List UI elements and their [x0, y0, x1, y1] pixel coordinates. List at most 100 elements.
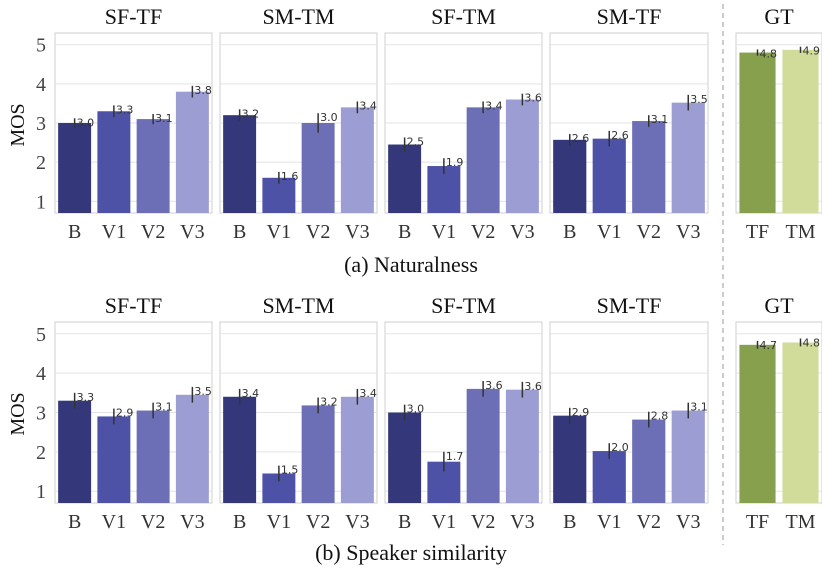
value-label: 3.0 — [320, 111, 338, 124]
value-label: 3.3 — [77, 391, 95, 404]
bar-v1 — [97, 416, 131, 503]
value-label: 2.6 — [572, 132, 590, 145]
value-label: 2.6 — [611, 129, 629, 142]
x-tick-label: B — [398, 221, 411, 243]
x-tick-label: V3 — [180, 221, 204, 243]
panel-sm-tm: SM-TM 3.2 B 1.6 V1 3.0 V2 3.4 V3 — [219, 4, 378, 243]
y-tick-label: 4 — [36, 363, 46, 385]
bar-v3 — [175, 91, 209, 213]
value-label: 2.9 — [116, 407, 134, 420]
x-tick-label: TM — [786, 221, 816, 243]
x-tick-label: TF — [746, 511, 769, 533]
value-label: 3.0 — [407, 403, 425, 416]
x-tick-label: B — [563, 221, 576, 243]
panel-gt: GT 4.7 TF 4.8 TM — [735, 293, 822, 533]
value-label: 3.8 — [194, 84, 212, 97]
panel-title: SF-TM — [431, 293, 496, 318]
y-tick-label: 2 — [36, 442, 46, 464]
value-label: 3.1 — [155, 112, 173, 125]
panel-sf-tf: SF-TF 3.3 B 2.9 V1 3.1 V2 3.5 V3 — [54, 293, 213, 533]
value-label: 2.5 — [407, 135, 425, 148]
naturalness-caption: (a) Naturalness — [344, 252, 478, 277]
x-tick-label: V2 — [141, 511, 165, 533]
value-label: 4.9 — [803, 45, 821, 58]
value-label: 3.0 — [77, 116, 95, 129]
panel-title: SF-TF — [105, 4, 162, 29]
value-label: 4.7 — [760, 339, 778, 352]
value-label: 3.3 — [116, 103, 134, 116]
bar-v2 — [301, 405, 335, 503]
value-label: 3.1 — [155, 401, 173, 414]
panel-sf-tf: SF-TF 3.0 B 3.3 V1 3.1 V2 3.8 V3 — [54, 4, 213, 243]
x-tick-label: V1 — [432, 221, 456, 243]
value-label: 3.5 — [194, 385, 212, 398]
bar-v3 — [505, 99, 539, 213]
x-tick-label: V3 — [510, 221, 534, 243]
x-tick-label: V3 — [510, 511, 534, 533]
x-tick-label: V1 — [432, 511, 456, 533]
naturalness-y-axis-label: MOS — [7, 103, 29, 146]
value-label: 2.9 — [572, 406, 590, 419]
panel-title: GT — [764, 4, 794, 29]
bar-v2 — [466, 107, 500, 213]
panel-title: SM-TF — [597, 293, 662, 318]
x-tick-label: V1 — [597, 221, 621, 243]
x-tick-label: V3 — [676, 511, 700, 533]
speaker-similarity-row: MOS (b) Speaker similarity 1 2 3 4 5 SF-TF 3.3… — [7, 293, 822, 565]
bar-v3 — [340, 107, 374, 213]
speaker-similarity-caption: (b) Speaker similarity — [315, 540, 507, 565]
y-tick-label: 5 — [36, 35, 46, 57]
bar-b — [388, 144, 422, 213]
x-tick-label: V3 — [676, 221, 700, 243]
x-tick-label: B — [398, 511, 411, 533]
value-label: 2.0 — [611, 441, 629, 454]
panel-title: SM-TM — [262, 293, 334, 318]
x-tick-label: V1 — [102, 511, 126, 533]
value-label: 3.4 — [359, 387, 377, 400]
x-tick-label: B — [68, 221, 81, 243]
value-label: 3.5 — [690, 93, 708, 106]
panel-title: SM-TM — [262, 4, 334, 29]
x-tick-label: B — [233, 511, 246, 533]
bar-v2 — [466, 388, 500, 503]
bar-v3 — [671, 102, 705, 213]
bar-b — [553, 415, 587, 503]
bar-v1 — [592, 451, 626, 503]
panel-title: GT — [764, 293, 794, 318]
value-label: 3.1 — [690, 401, 708, 414]
bar-tf — [739, 344, 776, 503]
y-tick-label: 4 — [36, 74, 46, 96]
y-tick-label: 2 — [36, 152, 46, 174]
y-tick-label: 3 — [36, 113, 46, 135]
value-label: 3.6 — [524, 92, 542, 105]
value-label: 1.7 — [446, 450, 464, 463]
x-tick-label: V1 — [597, 511, 621, 533]
panel-title: SM-TF — [597, 4, 662, 29]
panel-sm-tm: SM-TM 3.4 B 1.5 V1 3.2 V2 3.4 V3 — [219, 293, 378, 533]
bar-b — [223, 396, 257, 503]
value-label: 3.6 — [485, 379, 503, 392]
bar-b — [58, 123, 92, 213]
value-label: 1.5 — [281, 464, 299, 477]
x-tick-label: TF — [746, 221, 769, 243]
x-tick-label: V3 — [345, 221, 369, 243]
panel-sf-tm: SF-TM 3.0 B 1.7 V1 3.6 V2 3.6 V3 — [384, 293, 543, 533]
bar-v1 — [97, 111, 131, 213]
value-label: 4.8 — [803, 337, 821, 350]
speaker-similarity-y-axis-label: MOS — [7, 392, 29, 435]
x-tick-label: V2 — [306, 221, 330, 243]
bar-b — [553, 139, 587, 213]
bar-b — [58, 400, 92, 503]
panel-title: SF-TF — [105, 293, 162, 318]
value-label: 3.1 — [651, 113, 669, 126]
x-tick-label: V3 — [180, 511, 204, 533]
bar-v2 — [632, 419, 666, 503]
panel-sm-tf: SM-TF 2.6 B 2.6 V1 3.1 V2 3.5 V3 — [549, 4, 709, 243]
bar-v3 — [505, 389, 539, 503]
x-tick-label: V3 — [345, 511, 369, 533]
x-tick-label: V1 — [267, 221, 291, 243]
x-tick-label: V2 — [141, 221, 165, 243]
value-label: 3.2 — [242, 107, 260, 120]
x-tick-label: V1 — [102, 221, 126, 243]
